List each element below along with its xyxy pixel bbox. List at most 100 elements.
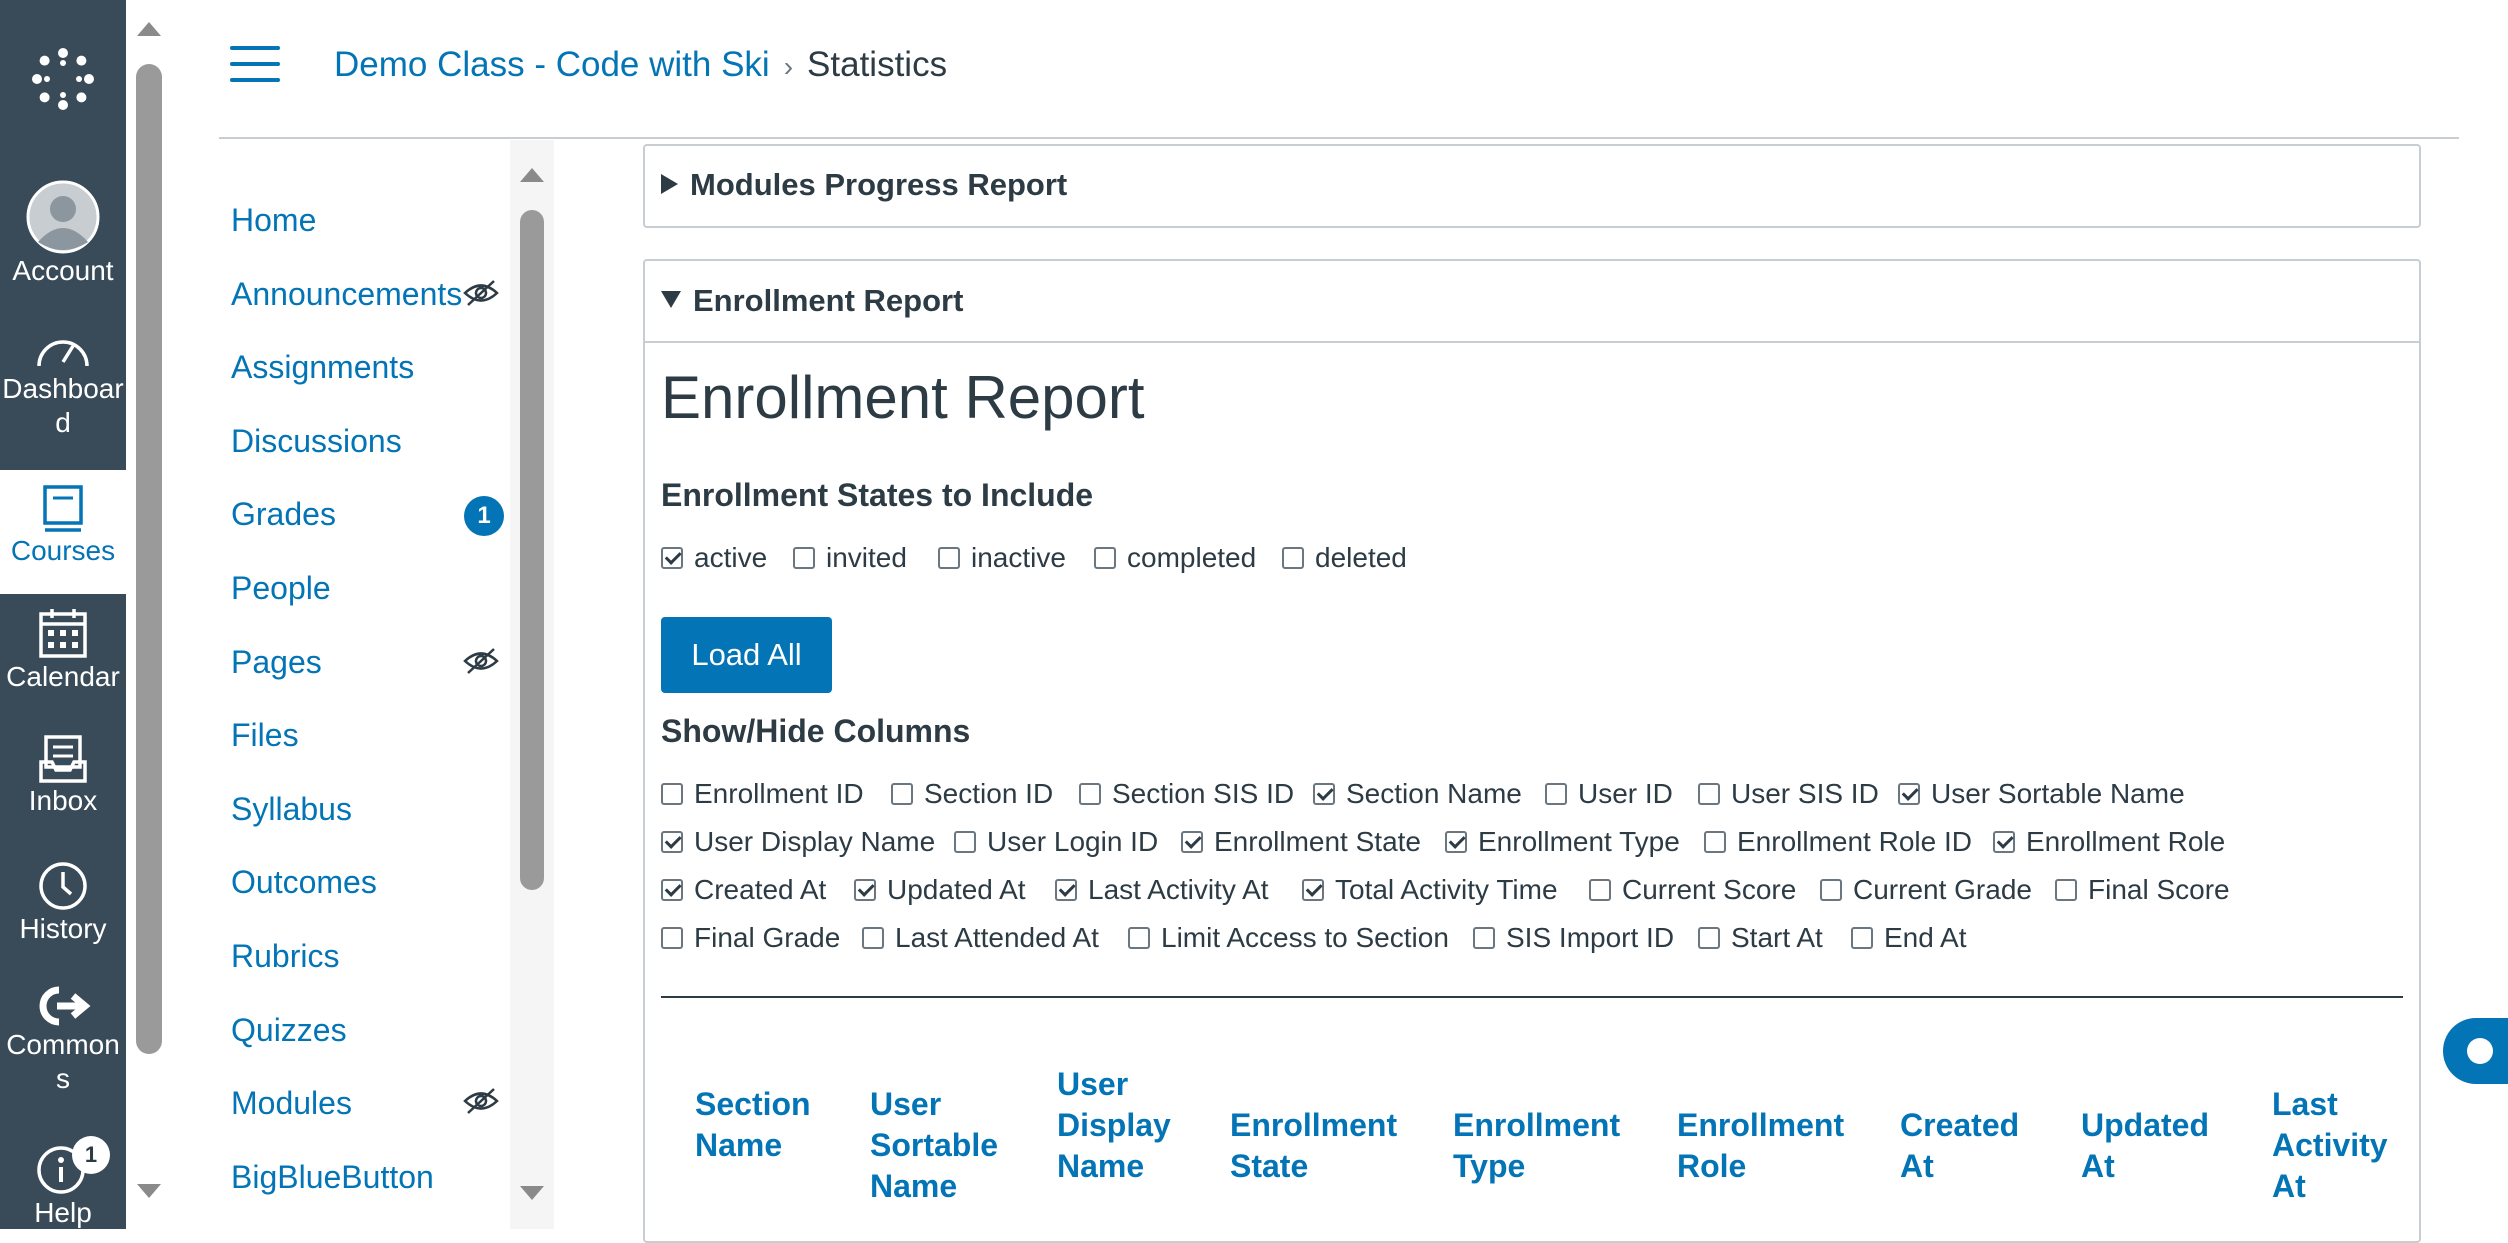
checkbox-box[interactable] bbox=[1589, 879, 1611, 901]
nav-courses[interactable]: Courses bbox=[0, 470, 126, 594]
column-checkbox-end-at[interactable]: End At bbox=[1851, 920, 1967, 956]
checkbox-box[interactable] bbox=[954, 831, 976, 853]
breadcrumb-course-link[interactable]: Demo Class - Code with Ski bbox=[334, 45, 770, 84]
column-checkbox-last-activity-at[interactable]: Last Activity At bbox=[1055, 872, 1269, 908]
table-header-created-at[interactable]: Created At bbox=[1900, 1107, 2020, 1184]
course-nav-modules[interactable]: Modules bbox=[231, 1085, 352, 1121]
checkbox-box[interactable] bbox=[1820, 879, 1842, 901]
checkbox-box[interactable] bbox=[1545, 783, 1567, 805]
checkbox-box[interactable] bbox=[661, 927, 683, 949]
column-checkbox-enrollment-type[interactable]: Enrollment Type bbox=[1445, 824, 1680, 860]
checkbox-box[interactable] bbox=[938, 547, 960, 569]
scrollbar-thumb[interactable] bbox=[136, 64, 162, 1054]
column-checkbox-current-score[interactable]: Current Score bbox=[1589, 872, 1796, 908]
load-all-button[interactable]: Load All bbox=[661, 617, 832, 693]
checkbox-box[interactable] bbox=[793, 547, 815, 569]
checkbox-box[interactable] bbox=[1302, 879, 1324, 901]
checkbox-box[interactable] bbox=[661, 831, 683, 853]
table-header-user-sortable-name[interactable]: User Sortable Name bbox=[870, 1086, 999, 1204]
column-checkbox-total-activity-time[interactable]: Total Activity Time bbox=[1302, 872, 1558, 908]
table-header-updated-at[interactable]: Updated At bbox=[2081, 1107, 2209, 1184]
checkbox-box[interactable] bbox=[1698, 927, 1720, 949]
checkbox-box[interactable] bbox=[1698, 783, 1720, 805]
column-checkbox-section-sis-id[interactable]: Section SIS ID bbox=[1079, 776, 1294, 812]
state-checkbox-invited[interactable]: invited bbox=[793, 540, 907, 576]
enrollment-report-summary[interactable]: Enrollment Report bbox=[661, 283, 963, 319]
canvas-logo[interactable] bbox=[0, 46, 126, 112]
checkbox-box[interactable] bbox=[661, 783, 683, 805]
column-checkbox-user-sortable-name[interactable]: User Sortable Name bbox=[1898, 776, 2185, 812]
column-checkbox-final-score[interactable]: Final Score bbox=[2055, 872, 2230, 908]
table-header-enrollment-state[interactable]: Enrollment State bbox=[1230, 1107, 1398, 1184]
nav-inbox[interactable]: Inbox bbox=[0, 734, 126, 818]
column-checkbox-user-id[interactable]: User ID bbox=[1545, 776, 1673, 812]
column-checkbox-current-grade[interactable]: Current Grade bbox=[1820, 872, 2032, 908]
column-checkbox-user-login-id[interactable]: User Login ID bbox=[954, 824, 1158, 860]
course-nav-rubrics[interactable]: Rubrics bbox=[231, 938, 340, 974]
state-checkbox-active[interactable]: active bbox=[661, 540, 767, 576]
checkbox-box[interactable] bbox=[854, 879, 876, 901]
course-nav-pages[interactable]: Pages bbox=[231, 644, 322, 680]
modules-progress-summary[interactable]: Modules Progress Report bbox=[661, 167, 1067, 203]
checkbox-box[interactable] bbox=[1313, 783, 1335, 805]
course-nav-outcomes[interactable]: Outcomes bbox=[231, 864, 377, 900]
state-checkbox-completed[interactable]: completed bbox=[1094, 540, 1256, 576]
course-nav-assignments[interactable]: Assignments bbox=[231, 349, 415, 385]
checkbox-box[interactable] bbox=[1898, 783, 1920, 805]
column-checkbox-section-id[interactable]: Section ID bbox=[891, 776, 1053, 812]
checkbox-box[interactable] bbox=[1851, 927, 1873, 949]
checkbox-box[interactable] bbox=[661, 879, 683, 901]
column-checkbox-user-sis-id[interactable]: User SIS ID bbox=[1698, 776, 1879, 812]
table-header-enrollment-type[interactable]: Enrollment Type bbox=[1453, 1107, 1621, 1184]
course-nav-home[interactable]: Home bbox=[231, 202, 317, 238]
floating-help-button[interactable] bbox=[2443, 1018, 2508, 1084]
course-nav-grades[interactable]: Grades bbox=[231, 496, 336, 532]
nav-dashboard[interactable]: Dashboar d bbox=[0, 328, 126, 440]
global-nav-scrollbar[interactable] bbox=[126, 0, 172, 1229]
table-header-user-display-name[interactable]: User Display Name bbox=[1057, 1066, 1171, 1184]
scroll-down-icon[interactable] bbox=[520, 1186, 544, 1200]
column-checkbox-enrollment-role-id[interactable]: Enrollment Role ID bbox=[1704, 824, 1972, 860]
course-nav-files[interactable]: Files bbox=[231, 717, 299, 753]
column-checkbox-created-at[interactable]: Created At bbox=[661, 872, 826, 908]
checkbox-box[interactable] bbox=[1094, 547, 1116, 569]
modules-progress-report-panel[interactable]: Modules Progress Report bbox=[643, 144, 2421, 228]
column-checkbox-sis-import-id[interactable]: SIS Import ID bbox=[1473, 920, 1674, 956]
checkbox-box[interactable] bbox=[1704, 831, 1726, 853]
checkbox-box[interactable] bbox=[1993, 831, 2015, 853]
column-checkbox-user-display-name[interactable]: User Display Name bbox=[661, 824, 935, 860]
scroll-up-icon[interactable] bbox=[520, 168, 544, 182]
column-checkbox-enrollment-id[interactable]: Enrollment ID bbox=[661, 776, 864, 812]
table-header-last-activity-at[interactable]: Last Activity At bbox=[2272, 1086, 2388, 1204]
checkbox-box[interactable] bbox=[661, 547, 683, 569]
column-checkbox-limit-access[interactable]: Limit Access to Section bbox=[1128, 920, 1449, 956]
column-checkbox-enrollment-state[interactable]: Enrollment State bbox=[1181, 824, 1421, 860]
checkbox-box[interactable] bbox=[1473, 927, 1495, 949]
course-nav-discussions[interactable]: Discussions bbox=[231, 423, 402, 459]
checkbox-box[interactable] bbox=[1079, 783, 1101, 805]
column-checkbox-start-at[interactable]: Start At bbox=[1698, 920, 1823, 956]
table-header-section-name[interactable]: Section Name bbox=[695, 1086, 811, 1163]
nav-commons[interactable]: Common s bbox=[0, 984, 126, 1096]
checkbox-box[interactable] bbox=[1282, 547, 1304, 569]
column-checkbox-updated-at[interactable]: Updated At bbox=[854, 872, 1026, 908]
course-nav-announcements[interactable]: Announcements bbox=[231, 276, 463, 312]
menu-toggle-button[interactable] bbox=[230, 46, 280, 86]
scroll-up-icon[interactable] bbox=[137, 22, 161, 36]
checkbox-box[interactable] bbox=[1128, 927, 1150, 949]
nav-help[interactable]: Help 1 bbox=[0, 1136, 126, 1230]
checkbox-box[interactable] bbox=[862, 927, 884, 949]
course-nav-scrollbar[interactable] bbox=[510, 140, 554, 1229]
nav-calendar[interactable]: Calendar bbox=[0, 608, 126, 694]
checkbox-box[interactable] bbox=[2055, 879, 2077, 901]
scroll-down-icon[interactable] bbox=[137, 1184, 161, 1198]
state-checkbox-deleted[interactable]: deleted bbox=[1282, 540, 1407, 576]
checkbox-box[interactable] bbox=[1055, 879, 1077, 901]
checkbox-box[interactable] bbox=[1445, 831, 1467, 853]
state-checkbox-inactive[interactable]: inactive bbox=[938, 540, 1066, 576]
column-checkbox-last-attended-at[interactable]: Last Attended At bbox=[862, 920, 1099, 956]
course-nav-people[interactable]: People bbox=[231, 570, 331, 606]
nav-account[interactable]: Account bbox=[0, 180, 126, 288]
nav-history[interactable]: History bbox=[0, 860, 126, 946]
course-nav-quizzes[interactable]: Quizzes bbox=[231, 1012, 347, 1048]
